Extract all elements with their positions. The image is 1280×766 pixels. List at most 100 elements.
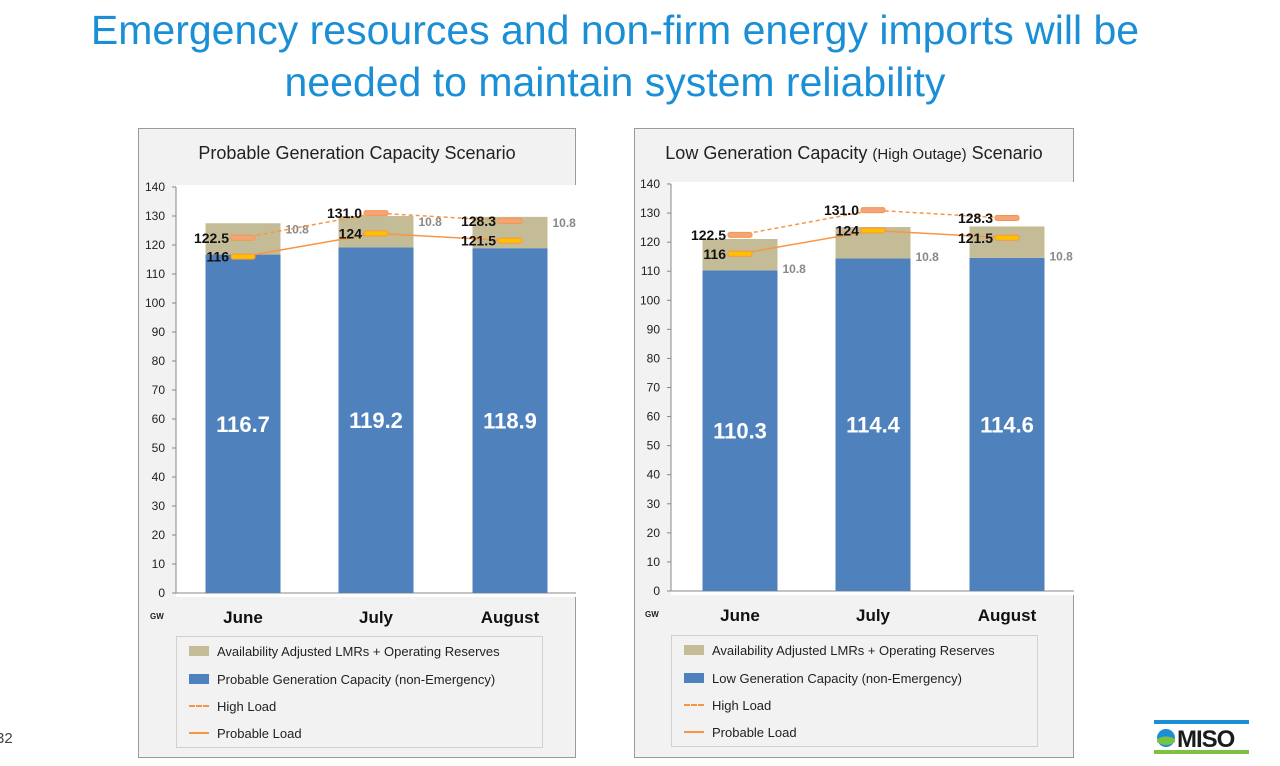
probable-load-label: 124	[339, 225, 363, 241]
high-load-marker	[860, 207, 886, 214]
legend-item: Probable Load	[684, 722, 797, 742]
legend-item: Low Generation Capacity (non-Emergency)	[684, 668, 962, 688]
chart-panel-low: Low Generation Capacity (High Outage) Sc…	[634, 128, 1074, 758]
y-tick-label: 100	[145, 296, 165, 310]
probable-load-label: 124	[836, 223, 860, 239]
y-tick-label: 40	[152, 470, 166, 484]
legend-item: Availability Adjusted LMRs + Operating R…	[189, 641, 500, 661]
high-load-marker	[363, 210, 389, 217]
page-number: 32	[0, 730, 13, 747]
legend-item: High Load	[189, 696, 276, 716]
y-tick-label: 10	[647, 555, 661, 569]
legend-item: Availability Adjusted LMRs + Operating R…	[684, 640, 995, 660]
x-tick-label: August	[978, 606, 1037, 625]
y-tick-label: 40	[647, 468, 661, 482]
y-tick-label: 0	[158, 586, 165, 600]
chart-svg: 0 10 20 30 40 50 60 70 80 90 100 110 120 130 140 GW 116.…	[145, 180, 577, 627]
chart-panel-probable: Probable Generation Capacity Scenario 0 1…	[138, 128, 576, 758]
y-tick-label: 130	[640, 206, 660, 220]
y-tick-label: 50	[647, 439, 661, 453]
y-tick-label: 30	[152, 499, 166, 513]
bar-label-generation: 110.3	[713, 419, 767, 444]
bar-label-reserves: 10.8	[783, 262, 807, 276]
y-tick-label: 20	[152, 528, 166, 542]
y-tick-label: 130	[145, 209, 165, 223]
legend-swatch-probable-load	[189, 732, 209, 734]
probable-load-label: 121.5	[958, 230, 993, 246]
bar-generation	[338, 247, 414, 593]
chart-svg: 0 10 20 30 40 50 60 70 80 90 100 110 120 130 140 GW 110.…	[640, 177, 1074, 625]
probable-load-marker	[994, 234, 1020, 241]
high-load-label: 122.5	[194, 230, 229, 246]
y-axis-unit: GW	[645, 610, 659, 619]
chart-legend: Availability Adjusted LMRs + Operating R…	[671, 635, 1038, 747]
bar-generation	[472, 248, 548, 593]
bar-generation	[969, 257, 1045, 591]
bar-label-generation: 119.2	[349, 408, 403, 433]
legend-swatch-high-load	[189, 705, 209, 707]
x-tick-label: August	[481, 608, 540, 627]
chart-title: Probable Generation Capacity Scenario	[198, 143, 516, 163]
legend-swatch-reserves	[684, 645, 704, 655]
y-tick-label: 110	[641, 264, 660, 278]
bar-reserves	[969, 226, 1045, 258]
y-tick-label: 20	[647, 526, 661, 540]
y-tick-label: 70	[647, 381, 661, 395]
legend-swatch-reserves	[189, 646, 209, 656]
slide-title: Emergency resources and non-firm energy …	[90, 7, 1140, 105]
x-tick-label: July	[856, 606, 891, 625]
y-tick-label: 60	[152, 412, 166, 426]
y-tick-label: 60	[647, 410, 661, 424]
high-load-label: 131.0	[327, 205, 362, 221]
y-axis-unit: GW	[150, 612, 164, 621]
probable-load-marker	[727, 250, 753, 257]
high-load-label: 128.3	[958, 210, 993, 226]
probable-load-marker	[497, 237, 523, 244]
bar-label-reserves: 10.8	[419, 215, 443, 229]
y-tick-label: 110	[146, 267, 165, 281]
high-load-label: 122.5	[691, 227, 726, 243]
y-tick-label: 140	[640, 177, 660, 191]
bar-label-reserves: 10.8	[916, 250, 940, 264]
high-load-label: 131.0	[824, 202, 859, 218]
bar-label-generation: 114.4	[846, 413, 901, 438]
high-load-marker	[497, 217, 523, 224]
probable-load-marker	[230, 253, 256, 260]
y-tick-label: 80	[647, 351, 661, 365]
legend-item: Probable Generation Capacity (non-Emerge…	[189, 669, 495, 689]
legend-swatch-high-load	[684, 704, 704, 706]
y-tick-label: 100	[640, 293, 660, 307]
legend-item: High Load	[684, 695, 771, 715]
probable-load-label: 116	[206, 249, 229, 265]
y-tick-label: 90	[647, 322, 661, 336]
y-tick-label: 120	[640, 235, 660, 249]
y-tick-label: 50	[152, 441, 166, 455]
probable-load-marker	[363, 230, 389, 237]
svg-text:MISO: MISO	[1177, 726, 1235, 753]
legend-swatch-probable-load	[684, 731, 704, 733]
bar-label-reserves: 10.8	[553, 216, 577, 230]
chart-legend: Availability Adjusted LMRs + Operating R…	[176, 636, 543, 748]
y-tick-label: 120	[145, 238, 165, 252]
y-tick-label: 90	[152, 325, 166, 339]
bar-generation	[835, 258, 911, 591]
x-tick-label: June	[223, 608, 263, 627]
high-load-marker	[230, 234, 256, 241]
bar-label-reserves: 10.8	[286, 222, 310, 236]
bar-label-generation: 116.7	[216, 412, 270, 437]
x-tick-label: July	[359, 608, 394, 627]
bar-generation	[205, 254, 281, 593]
probable-load-marker	[860, 227, 886, 234]
y-tick-label: 0	[653, 584, 660, 598]
bar-label-reserves: 10.8	[1050, 249, 1074, 263]
chart-title: Low Generation Capacity (High Outage) Sc…	[665, 143, 1043, 163]
bar-generation	[702, 270, 778, 591]
miso-logo: MISO	[1154, 720, 1249, 754]
probable-load-label: 121.5	[461, 233, 496, 249]
high-load-label: 128.3	[461, 213, 496, 229]
legend-swatch-generation	[684, 673, 704, 683]
y-tick-label: 70	[152, 383, 166, 397]
x-tick-label: June	[720, 606, 760, 625]
probable-load-label: 116	[703, 246, 726, 262]
legend-item: Probable Load	[189, 723, 302, 743]
